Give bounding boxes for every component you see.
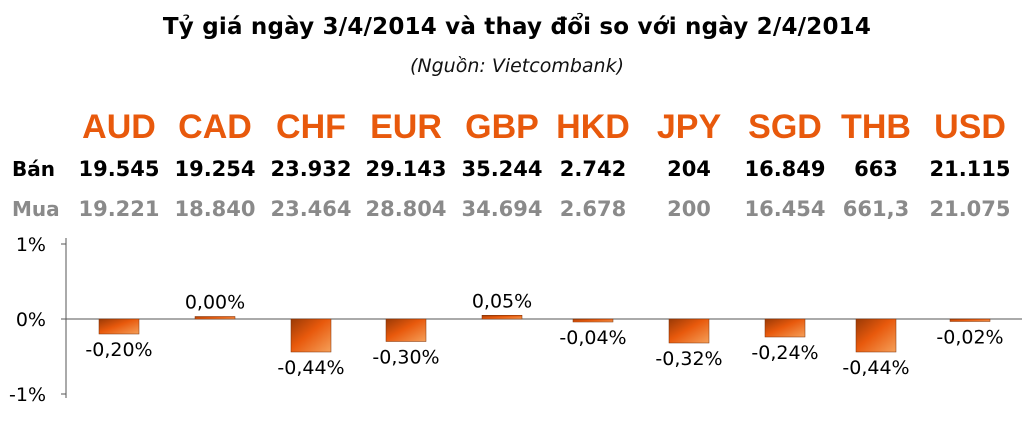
- bar-jpy: [668, 318, 710, 344]
- ban-rate: 204: [667, 157, 711, 181]
- ban-rate: 16.849: [744, 157, 826, 181]
- currency-code: AUD: [82, 108, 156, 146]
- ban-rate: 29.143: [365, 157, 447, 181]
- bar-eur: [385, 318, 427, 342]
- currency-code: HKD: [556, 108, 630, 146]
- data-label: -0,02%: [936, 327, 1003, 349]
- mua-rate: 200: [667, 197, 711, 221]
- ban-rate: 19.254: [174, 157, 256, 181]
- bar-usd: [949, 318, 991, 322]
- bar-thb: [855, 318, 897, 353]
- data-label: -0,44%: [842, 357, 909, 379]
- mua-rate: 19.221: [78, 197, 160, 221]
- ban-rate: 663: [854, 157, 898, 181]
- ban-rate: 21.115: [929, 157, 1011, 181]
- mua-rate: 21.075: [929, 197, 1011, 221]
- row-label-ban: Bán: [12, 157, 55, 181]
- currency-code: JPY: [656, 108, 722, 146]
- data-label: -0,44%: [277, 357, 344, 379]
- data-label: 0,05%: [472, 290, 532, 312]
- ban-rate: 2.742: [559, 157, 627, 181]
- currency-code: SGD: [748, 108, 822, 146]
- y-tick-label: 1%: [16, 234, 46, 256]
- ban-rate: 35.244: [461, 157, 543, 181]
- ban-rate: 23.932: [270, 157, 352, 181]
- y-tick-label: 0%: [16, 309, 46, 331]
- bar-gbp: [481, 315, 523, 320]
- mua-rate: 23.464: [270, 197, 352, 221]
- mua-rate: 2.678: [559, 197, 627, 221]
- change-chart: 1% 0% -1% -0,20% 0,00% -0,44% -0,30% 0,05% -0,04…: [9, 234, 1022, 406]
- mua-rate: 661,3: [842, 197, 910, 221]
- mua-rate: 18.840: [174, 197, 256, 221]
- mua-rate: 34.694: [461, 197, 543, 221]
- bar-chf: [290, 318, 332, 353]
- chart-subtitle: (Nguồn: Vietcombank): [410, 55, 624, 77]
- mua-rate: 16.454: [744, 197, 826, 221]
- y-tick-label: -1%: [9, 384, 46, 406]
- currency-code: EUR: [370, 108, 442, 146]
- currency-code: CAD: [178, 108, 252, 146]
- bar-sgd: [764, 318, 806, 338]
- data-label: -0,30%: [372, 347, 439, 369]
- bar-aud: [98, 318, 140, 335]
- currency-code: GBP: [465, 108, 539, 146]
- data-label: 0,00%: [185, 292, 245, 314]
- chart-title: Tỷ giá ngày 3/4/2014 và thay đổi so với …: [162, 14, 872, 40]
- data-label: -0,32%: [655, 348, 722, 370]
- ban-rate: 19.545: [78, 157, 160, 181]
- row-label-mua: Mua: [12, 197, 60, 221]
- mua-rate: 28.804: [365, 197, 447, 221]
- data-label: -0,20%: [85, 339, 152, 361]
- currency-code: THB: [841, 108, 911, 146]
- currency-code: USD: [934, 108, 1006, 146]
- bar-hkd: [572, 318, 614, 323]
- data-label: -0,04%: [559, 327, 626, 349]
- data-label: -0,24%: [751, 342, 818, 364]
- currency-code: CHF: [276, 108, 346, 146]
- bar-cad: [194, 316, 236, 320]
